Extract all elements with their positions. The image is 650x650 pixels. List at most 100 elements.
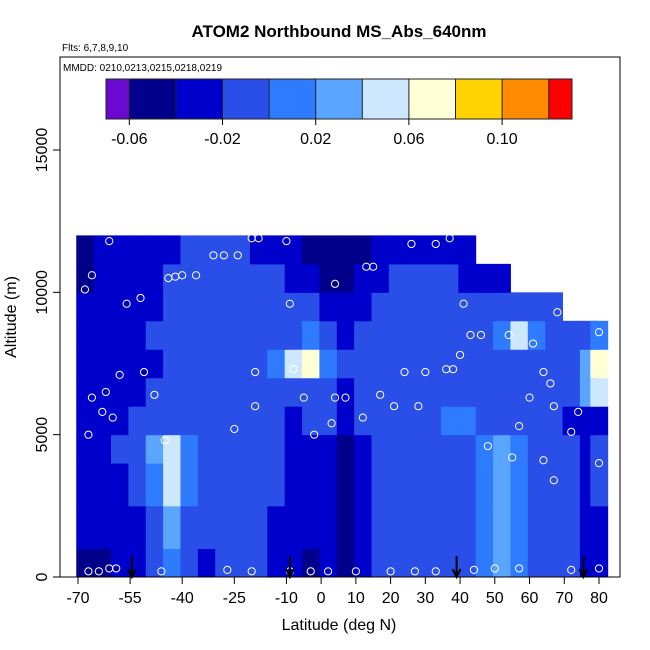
heatmap-cell	[371, 349, 390, 379]
colorbar-segment	[152, 79, 159, 119]
colorbar-segment	[542, 79, 550, 119]
heatmap-cell	[302, 320, 320, 350]
colorbar-tick-label: 0.02	[300, 131, 331, 148]
heatmap-cell	[371, 548, 390, 577]
heatmap-cell	[545, 406, 564, 436]
heatmap-cell	[354, 235, 372, 265]
colorbar-segment	[327, 79, 334, 119]
heatmap-cell	[388, 548, 407, 577]
heatmap-cell	[388, 235, 407, 265]
sample-point	[105, 236, 114, 246]
colorbar-segment	[397, 79, 404, 119]
x-tick-label: 80	[590, 590, 608, 607]
colorbar-segment	[373, 79, 381, 119]
heatmap-cell	[110, 377, 129, 407]
heatmap-cell	[249, 320, 268, 350]
heatmap-cell	[371, 292, 390, 322]
heatmap-cell	[336, 292, 355, 322]
heatmap-cell	[527, 548, 546, 577]
heatmap-cell	[475, 349, 494, 379]
heatmap-cell	[545, 292, 564, 322]
colorbar-segment	[193, 79, 200, 119]
heatmap-cell	[406, 349, 425, 379]
colorbar-segment	[344, 79, 352, 119]
heatmap-cell	[197, 320, 216, 350]
heatmap-cell	[527, 406, 546, 436]
heatmap-cell	[163, 292, 181, 322]
heatmap-cell	[336, 235, 355, 265]
colorbar-segment	[333, 79, 340, 119]
heatmap-cell	[163, 434, 181, 464]
heatmap-cell	[128, 263, 147, 293]
sample-point	[178, 271, 187, 280]
heatmap-cell	[562, 505, 581, 550]
colorbar-segment	[432, 79, 439, 119]
heatmap-cell	[527, 320, 546, 350]
sample-point	[341, 393, 350, 402]
colorbar-segment	[496, 79, 503, 119]
colorbar-tick-label: -0.06	[111, 131, 148, 148]
heatmap-cell	[493, 263, 511, 293]
colorbar-segment	[135, 79, 142, 119]
heatmap-cell	[267, 263, 286, 293]
heatmap-cell	[354, 377, 372, 407]
heatmap-cell	[590, 463, 609, 507]
heatmap-cell	[354, 548, 372, 577]
colorbar-segment	[502, 79, 509, 119]
heatmap-cell	[475, 263, 494, 293]
sample-point	[549, 402, 558, 411]
heatmap-cell	[284, 292, 303, 322]
heatmap-cell	[232, 320, 251, 350]
heatmap-cell	[267, 235, 286, 265]
heatmap-cell	[302, 292, 320, 322]
heatmap-cell	[475, 377, 494, 407]
sample-point	[594, 564, 604, 573]
heatmap-cell	[110, 263, 129, 293]
heatmap-cell	[284, 235, 303, 265]
colorbar-tick-label: 0.06	[393, 131, 424, 148]
heatmap-cell	[180, 263, 199, 293]
heatmap-cell	[128, 349, 147, 379]
sample-point	[254, 234, 263, 243]
heatmap-cell	[284, 263, 303, 293]
heatmap-cell	[145, 349, 164, 379]
heatmap-cell	[388, 263, 407, 293]
heatmap-cell	[406, 406, 425, 436]
heatmap-cell	[406, 263, 425, 293]
sample-point	[414, 402, 423, 411]
heatmap-cell	[76, 320, 95, 350]
heatmap-cell	[249, 235, 268, 265]
colorbar-frame	[105, 78, 573, 120]
heatmap-cell	[232, 434, 251, 464]
colorbar-segment	[140, 79, 148, 119]
heatmap-cell	[371, 463, 390, 507]
heatmap-cell	[232, 377, 251, 407]
chart-title: ATOM2 Northbound MS_Abs_640nm	[191, 22, 486, 41]
colorbar-segment	[490, 79, 497, 119]
x-tick-label: -40	[171, 590, 194, 607]
heatmap-cell	[590, 548, 609, 577]
heatmap-cell	[510, 463, 529, 507]
colorbar-segment	[443, 79, 451, 119]
heatmap-cell	[180, 349, 199, 379]
heatmap-cell	[249, 263, 268, 293]
sample-point	[539, 456, 548, 465]
heatmap-cell	[590, 505, 609, 550]
sample-point	[306, 567, 315, 576]
heatmap-cell	[267, 349, 286, 379]
colorbar-segment	[251, 79, 258, 119]
heatmap-cell	[110, 406, 129, 436]
sample-point	[508, 453, 517, 462]
heatmap-cell	[180, 463, 199, 507]
sample-point	[87, 393, 96, 402]
colorbar-segment	[158, 79, 165, 119]
heatmap-cell	[354, 463, 372, 507]
heatmap-cell	[232, 263, 251, 293]
heatmap-cell	[458, 505, 477, 550]
sample-point	[327, 419, 336, 428]
heatmap-cell	[354, 349, 372, 379]
heatmap-cell	[145, 505, 164, 550]
x-tick-label: -55	[119, 590, 142, 607]
heatmap-cell	[215, 377, 234, 407]
heatmap-cell	[458, 235, 477, 265]
